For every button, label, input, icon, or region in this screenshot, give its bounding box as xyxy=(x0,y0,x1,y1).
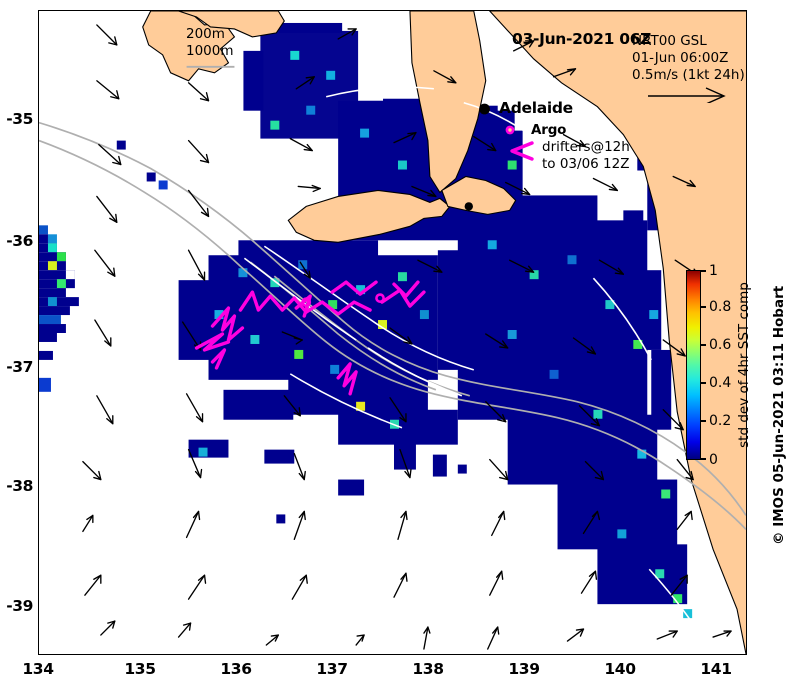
legend-argo-label: Argo xyxy=(531,122,567,138)
legend-drifters-line1: drifters@12h xyxy=(542,139,630,155)
colorbar-gradient xyxy=(686,270,701,460)
legend-drifters: drifters@12h to 03/06 12Z xyxy=(508,139,630,173)
landmass xyxy=(142,11,746,654)
y-tick-label-minus37: -37 xyxy=(6,358,33,376)
product-info-block: NRT00 GSL 01-Jun 06:00Z 0.5m/s (1kt 24h) xyxy=(632,33,745,103)
y-tick-label-minus35: -35 xyxy=(6,110,33,128)
bathymetry-1000m-label: 1000m xyxy=(186,43,234,59)
bathymetry-legend: 200m 1000m xyxy=(186,26,234,60)
product-datetime: 01-Jun 06:00Z xyxy=(632,50,729,66)
x-tick-label-139: 139 xyxy=(508,660,540,678)
x-tick-label-136: 136 xyxy=(220,660,252,678)
argo-markers xyxy=(301,293,385,307)
y-tick-label-minus38: -38 xyxy=(6,477,33,495)
colorbar-tick-0 xyxy=(701,458,706,460)
colorbar-tick-02 xyxy=(701,420,706,422)
x-tick-label-138: 138 xyxy=(412,660,444,678)
drifter-track-icon xyxy=(510,141,534,161)
map-title: 03-Jun-2021 06Z xyxy=(512,30,652,48)
y-tick-label-minus39: -39 xyxy=(6,597,33,615)
colorbar-tick-04 xyxy=(701,382,706,384)
colorbar-tick-08 xyxy=(701,306,706,308)
colorbar-label-08: 0.8 xyxy=(709,299,732,315)
colorbar-tick-06 xyxy=(701,344,706,346)
x-tick-label-141: 141 xyxy=(700,660,732,678)
copyright-credit: © IMOS 05-Jun-2021 03:11 Hobart xyxy=(771,285,787,545)
current-vectors xyxy=(82,24,732,650)
product-name: NRT00 GSL xyxy=(632,33,707,49)
colorbar-label-02: 0.2 xyxy=(709,413,732,429)
y-tick-label-minus36: -36 xyxy=(6,232,33,250)
colorbar-label-0: 0 xyxy=(709,452,718,468)
adelaide-city-marker xyxy=(464,202,473,211)
vector-scale-label: 0.5m/s (1kt 24h) xyxy=(632,67,745,83)
x-tick-label-140: 140 xyxy=(604,660,636,678)
map-plot-area[interactable] xyxy=(38,10,747,655)
colorbar-label-04: 0.4 xyxy=(709,375,732,391)
argo-float-icon xyxy=(505,125,515,135)
colorbar-title: std dev of 4hr SST comp xyxy=(736,282,752,448)
bathymetry-200m-label: 200m xyxy=(186,26,225,42)
legend-drifters-line2: to 03/06 12Z xyxy=(542,156,630,172)
colorbar-label-1: 1 xyxy=(709,263,718,279)
x-tick-label-134: 134 xyxy=(22,660,54,678)
legend-adelaide-label: Adelaide xyxy=(499,99,573,117)
map-graphic xyxy=(39,11,746,654)
colorbar-tick-1 xyxy=(701,270,706,272)
vector-scale-arrow-icon xyxy=(648,87,726,103)
x-tick-label-135: 135 xyxy=(124,660,156,678)
drifter-tracks xyxy=(194,280,426,396)
colorbar-label-06: 0.6 xyxy=(709,337,732,353)
x-tick-label-137: 137 xyxy=(316,660,348,678)
legend-adelaide: Adelaide xyxy=(478,99,573,117)
legend-argo: Argo xyxy=(503,122,566,138)
legend-drifters-text: drifters@12h to 03/06 12Z xyxy=(542,139,630,173)
city-dot-icon xyxy=(479,103,490,114)
